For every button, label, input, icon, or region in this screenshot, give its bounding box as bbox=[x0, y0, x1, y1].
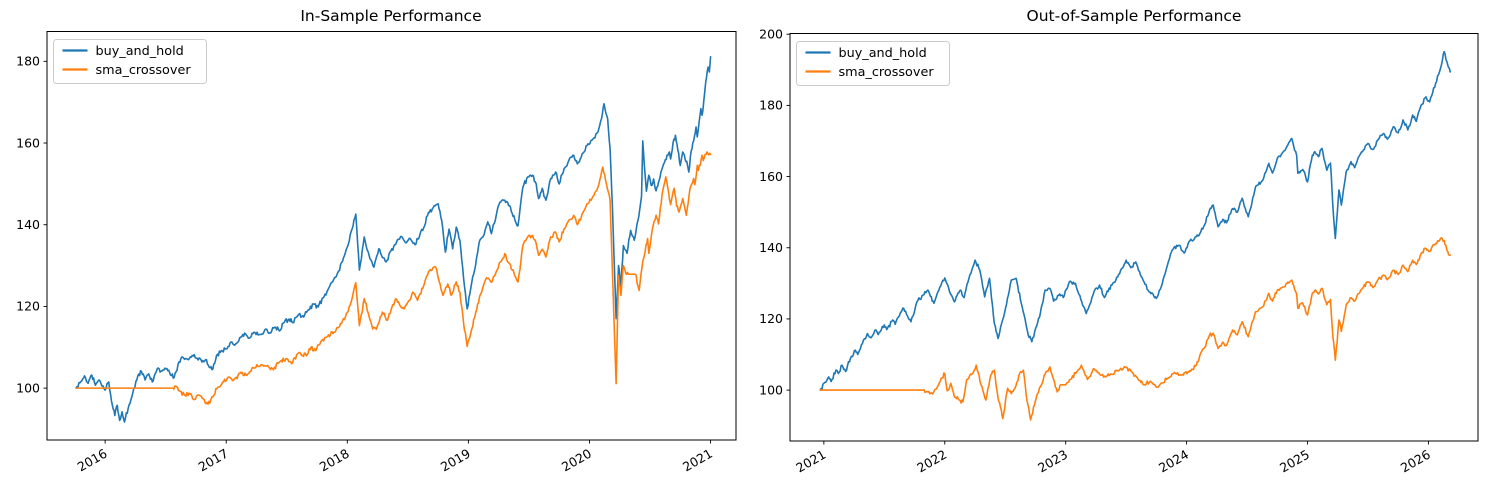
legend-label-sma_crossover: sma_crossover bbox=[839, 65, 935, 80]
line-buy_and_hold bbox=[819, 50, 1451, 391]
x-tick-label: 2018 bbox=[317, 446, 352, 475]
legend-box bbox=[53, 39, 207, 84]
x-tick-label: 2021 bbox=[680, 446, 715, 475]
x-tick-label: 2024 bbox=[1156, 447, 1191, 476]
x-tick-label: 2025 bbox=[1277, 447, 1312, 476]
panel-out-of-sample: 100 120 140 160 180 200 2021 2022 2023 2024 2025 20… bbox=[759, 27, 1479, 476]
chart-title-out-of-sample: Out-of-Sample Performance bbox=[1027, 7, 1242, 25]
panel-in-sample: 100 120 140 160 180 2016 2017 2018 2019 2020 2021 b… bbox=[16, 31, 737, 475]
y-tick-label: 100 bbox=[759, 382, 783, 397]
y-tick-label: 140 bbox=[759, 240, 783, 255]
x-tick-label: 2016 bbox=[75, 446, 110, 475]
legend: buy_and_hold sma_crossover bbox=[53, 39, 207, 84]
x-tick-label: 2023 bbox=[1035, 447, 1070, 476]
legend-box bbox=[796, 41, 950, 86]
x-tick-label: 2021 bbox=[793, 447, 828, 476]
y-tick-label: 180 bbox=[16, 54, 40, 69]
chart-title-in-sample: In-Sample Performance bbox=[300, 7, 481, 25]
y-tick-label: 180 bbox=[759, 98, 783, 113]
legend-label-buy_and_hold: buy_and_hold bbox=[839, 46, 927, 61]
legend-label-sma_crossover: sma_crossover bbox=[96, 63, 192, 78]
x-tick-label: 2020 bbox=[559, 446, 594, 475]
legend-label-buy_and_hold: buy_and_hold bbox=[96, 44, 184, 59]
x-tick-label: 2019 bbox=[438, 446, 473, 475]
axes-frame bbox=[46, 31, 737, 441]
y-tick-label: 140 bbox=[16, 217, 40, 232]
line-sma_crossover bbox=[75, 151, 712, 405]
line-sma_crossover bbox=[819, 237, 1451, 421]
legend: buy_and_hold sma_crossover bbox=[796, 41, 950, 86]
line-buy_and_hold bbox=[75, 56, 712, 423]
y-tick-label: 120 bbox=[759, 311, 783, 326]
y-tick-label: 160 bbox=[759, 169, 783, 184]
y-tick-label: 120 bbox=[16, 299, 40, 314]
x-tick-label: 2017 bbox=[196, 446, 231, 475]
y-tick-label: 160 bbox=[16, 135, 40, 150]
x-tick-label: 2026 bbox=[1398, 447, 1433, 476]
x-tick-label: 2022 bbox=[914, 447, 949, 476]
axes-frame bbox=[789, 33, 1479, 442]
y-tick-label: 100 bbox=[16, 380, 40, 395]
y-tick-label: 200 bbox=[759, 27, 783, 42]
